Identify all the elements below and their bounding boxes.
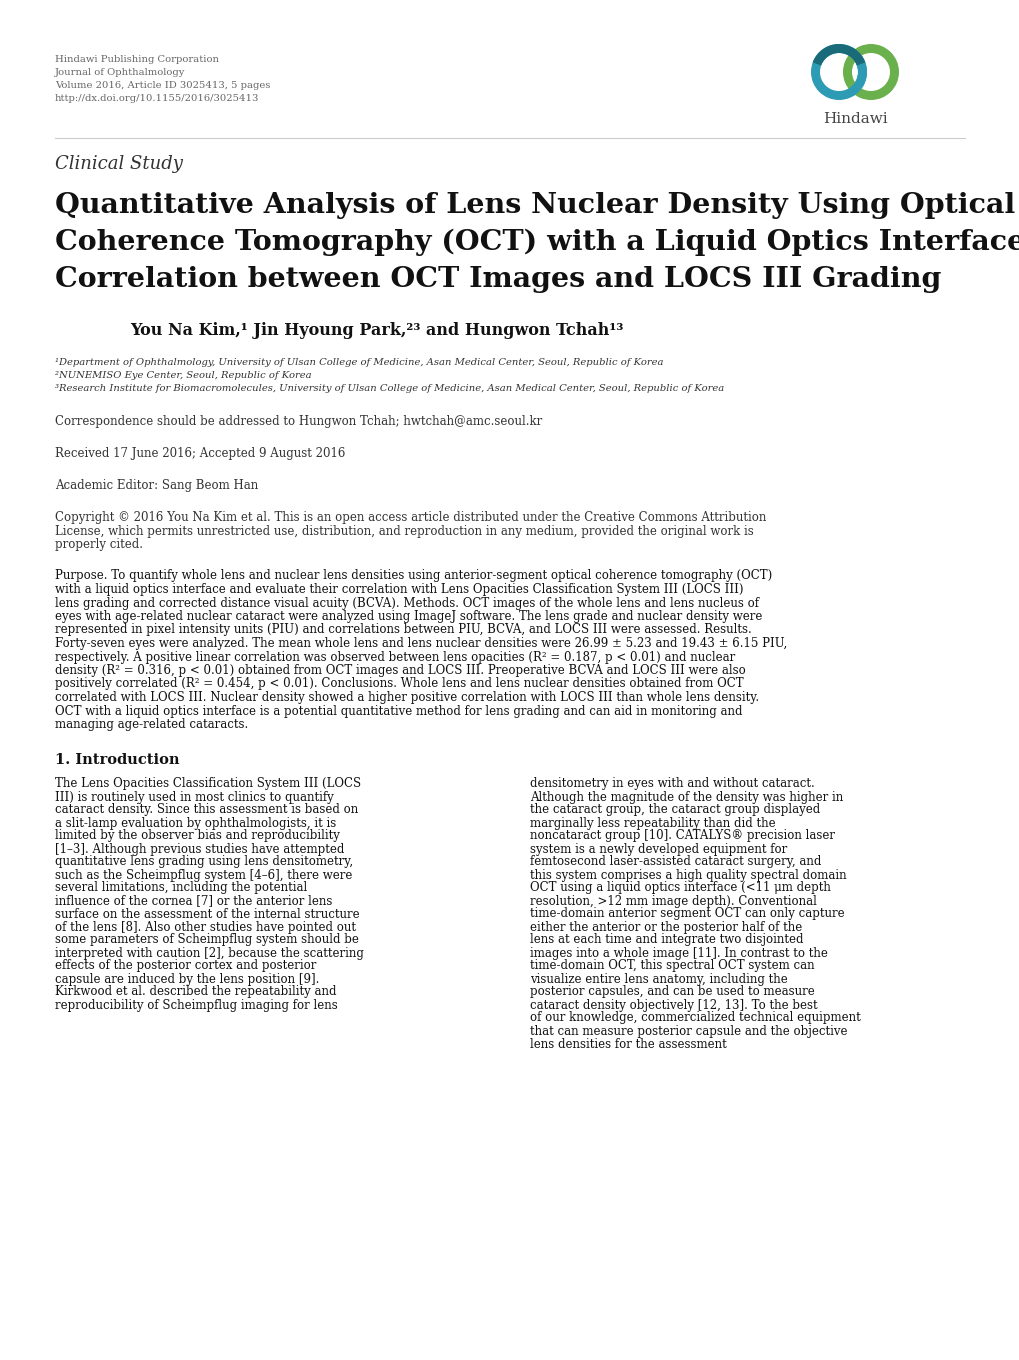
Text: influence of the cornea [7] or the anterior lens: influence of the cornea [7] or the anter…	[55, 895, 332, 907]
Wedge shape	[842, 44, 898, 101]
Text: [1–3]. Although previous studies have attempted: [1–3]. Although previous studies have at…	[55, 842, 344, 855]
Text: lens at each time and integrate two disjointed: lens at each time and integrate two disj…	[530, 933, 803, 947]
Text: resolution, >12 mm image depth). Conventional: resolution, >12 mm image depth). Convent…	[530, 895, 816, 907]
Text: marginally less repeatability than did the: marginally less repeatability than did t…	[530, 816, 774, 830]
Wedge shape	[812, 44, 864, 65]
Text: surface on the assessment of the internal structure: surface on the assessment of the interna…	[55, 907, 360, 921]
Text: lens densities for the assessment: lens densities for the assessment	[530, 1038, 726, 1050]
Text: properly cited.: properly cited.	[55, 539, 143, 551]
Wedge shape	[848, 48, 866, 97]
Text: Clinical Study: Clinical Study	[55, 155, 182, 173]
Text: system is a newly developed equipment for: system is a newly developed equipment fo…	[530, 842, 787, 855]
Text: Received 17 June 2016; Accepted 9 August 2016: Received 17 June 2016; Accepted 9 August…	[55, 447, 345, 460]
Text: effects of the posterior cortex and posterior: effects of the posterior cortex and post…	[55, 960, 316, 972]
Text: posterior capsules, and can be used to measure: posterior capsules, and can be used to m…	[530, 986, 814, 998]
Text: visualize entire lens anatomy, including the: visualize entire lens anatomy, including…	[530, 972, 787, 986]
Text: ³Research Institute for Biomacromolecules, University of Ulsan College of Medici: ³Research Institute for Biomacromolecule…	[55, 384, 723, 393]
Text: Quantitative Analysis of Lens Nuclear Density Using Optical: Quantitative Analysis of Lens Nuclear De…	[55, 192, 1014, 219]
Text: noncataract group [10]. CATALYS® precision laser: noncataract group [10]. CATALYS® precisi…	[530, 830, 835, 842]
Text: such as the Scheimpflug system [4–6], there were: such as the Scheimpflug system [4–6], th…	[55, 869, 352, 881]
Text: Kirkwood et al. described the repeatability and: Kirkwood et al. described the repeatabil…	[55, 986, 336, 998]
Text: ¹Department of Ophthalmology, University of Ulsan College of Medicine, Asan Medi: ¹Department of Ophthalmology, University…	[55, 358, 662, 367]
Text: http://dx.doi.org/10.1155/2016/3025413: http://dx.doi.org/10.1155/2016/3025413	[55, 94, 259, 103]
Text: correlated with LOCS III. Nuclear density showed a higher positive correlation w: correlated with LOCS III. Nuclear densit…	[55, 691, 758, 704]
Text: several limitations, including the potential: several limitations, including the poten…	[55, 881, 307, 895]
Text: License, which permits unrestricted use, distribution, and reproduction in any m: License, which permits unrestricted use,…	[55, 525, 753, 537]
Text: ²NUNEMISO Eye Center, Seoul, Republic of Korea: ²NUNEMISO Eye Center, Seoul, Republic of…	[55, 371, 312, 379]
Text: Hindawi: Hindawi	[822, 112, 887, 126]
Text: Purpose. To quantify whole lens and nuclear lens densities using anterior-segmen: Purpose. To quantify whole lens and nucl…	[55, 570, 771, 582]
Text: Although the magnitude of the density was higher in: Although the magnitude of the density wa…	[530, 790, 843, 804]
Text: that can measure posterior capsule and the objective: that can measure posterior capsule and t…	[530, 1024, 847, 1038]
Text: cataract density. Since this assessment is based on: cataract density. Since this assessment …	[55, 804, 358, 816]
Text: capsule are induced by the lens position [9].: capsule are induced by the lens position…	[55, 972, 319, 986]
Text: of our knowledge, commercialized technical equipment: of our knowledge, commercialized technic…	[530, 1012, 860, 1024]
Text: a slit-lamp evaluation by ophthalmologists, it is: a slit-lamp evaluation by ophthalmologis…	[55, 816, 336, 830]
Text: femtosecond laser-assisted cataract surgery, and: femtosecond laser-assisted cataract surg…	[530, 855, 820, 869]
Text: respectively. A positive linear correlation was observed between lens opacities : respectively. A positive linear correlat…	[55, 650, 735, 664]
Text: managing age-related cataracts.: managing age-related cataracts.	[55, 718, 248, 732]
Text: Forty-seven eyes were analyzed. The mean whole lens and lens nuclear densities w: Forty-seven eyes were analyzed. The mean…	[55, 636, 787, 650]
Text: the cataract group, the cataract group displayed: the cataract group, the cataract group d…	[530, 804, 819, 816]
Text: III) is routinely used in most clinics to quantify: III) is routinely used in most clinics t…	[55, 790, 333, 804]
Text: OCT with a liquid optics interface is a potential quantitative method for lens g: OCT with a liquid optics interface is a …	[55, 704, 742, 718]
Text: Volume 2016, Article ID 3025413, 5 pages: Volume 2016, Article ID 3025413, 5 pages	[55, 82, 270, 90]
Text: Coherence Tomography (OCT) with a Liquid Optics Interface:: Coherence Tomography (OCT) with a Liquid…	[55, 228, 1019, 256]
Text: Correlation between OCT Images and LOCS III Grading: Correlation between OCT Images and LOCS …	[55, 267, 941, 292]
Wedge shape	[810, 44, 866, 101]
Text: lens grading and corrected distance visual acuity (BCVA). Methods. OCT images of: lens grading and corrected distance visu…	[55, 597, 758, 609]
Text: density (R² = 0.316, p < 0.01) obtained from OCT images and LOCS III. Preoperati: density (R² = 0.316, p < 0.01) obtained …	[55, 664, 745, 677]
Text: time-domain OCT, this spectral OCT system can: time-domain OCT, this spectral OCT syste…	[530, 960, 814, 972]
Text: cataract density objectively [12, 13]. To the best: cataract density objectively [12, 13]. T…	[530, 998, 817, 1012]
Text: eyes with age-related nuclear cataract were analyzed using ImageJ software. The : eyes with age-related nuclear cataract w…	[55, 611, 761, 623]
Text: images into a whole image [11]. In contrast to the: images into a whole image [11]. In contr…	[530, 947, 827, 960]
Text: interpreted with caution [2], because the scattering: interpreted with caution [2], because th…	[55, 947, 364, 960]
Text: with a liquid optics interface and evaluate their correlation with Lens Opacitie: with a liquid optics interface and evalu…	[55, 583, 743, 596]
Text: positively correlated (R² = 0.454, p < 0.01). Conclusions. Whole lens and lens n: positively correlated (R² = 0.454, p < 0…	[55, 677, 743, 691]
Text: Copyright © 2016 You Na Kim et al. This is an open access article distributed un: Copyright © 2016 You Na Kim et al. This …	[55, 511, 765, 524]
Text: represented in pixel intensity units (PIU) and correlations between PIU, BCVA, a: represented in pixel intensity units (PI…	[55, 623, 751, 636]
Text: You Na Kim,¹ Jin Hyoung Park,²³ and Hungwon Tchah¹³: You Na Kim,¹ Jin Hyoung Park,²³ and Hung…	[129, 322, 623, 339]
Text: this system comprises a high quality spectral domain: this system comprises a high quality spe…	[530, 869, 846, 881]
Text: Correspondence should be addressed to Hungwon Tchah; hwtchah@amc.seoul.kr: Correspondence should be addressed to Hu…	[55, 415, 542, 428]
Text: reproducibility of Scheimpflug imaging for lens: reproducibility of Scheimpflug imaging f…	[55, 998, 337, 1012]
Text: of the lens [8]. Also other studies have pointed out: of the lens [8]. Also other studies have…	[55, 921, 356, 933]
Text: limited by the observer bias and reproducibility: limited by the observer bias and reprodu…	[55, 830, 339, 842]
Text: Journal of Ophthalmology: Journal of Ophthalmology	[55, 68, 185, 78]
Text: time-domain anterior segment OCT can only capture: time-domain anterior segment OCT can onl…	[530, 907, 844, 921]
Text: quantitative lens grading using lens densitometry,: quantitative lens grading using lens den…	[55, 855, 353, 869]
Text: Hindawi Publishing Corporation: Hindawi Publishing Corporation	[55, 54, 219, 64]
Text: some parameters of Scheimpflug system should be: some parameters of Scheimpflug system sh…	[55, 933, 359, 947]
Text: either the anterior or the posterior half of the: either the anterior or the posterior hal…	[530, 921, 802, 933]
Text: Academic Editor: Sang Beom Han: Academic Editor: Sang Beom Han	[55, 479, 258, 492]
Text: OCT using a liquid optics interface (<11 μm depth: OCT using a liquid optics interface (<11…	[530, 881, 830, 895]
Text: The Lens Opacities Classification System III (LOCS: The Lens Opacities Classification System…	[55, 778, 361, 790]
Text: 1. Introduction: 1. Introduction	[55, 753, 179, 767]
Text: densitometry in eyes with and without cataract.: densitometry in eyes with and without ca…	[530, 778, 814, 790]
